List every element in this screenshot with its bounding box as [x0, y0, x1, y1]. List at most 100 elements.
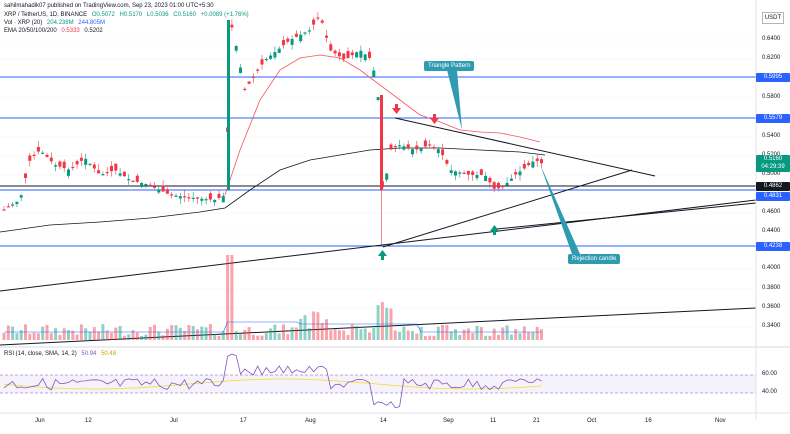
triangle-lower-line[interactable]: [382, 169, 633, 248]
volume-bar: [221, 331, 225, 340]
candle: [359, 50, 363, 58]
currency-button[interactable]: USDT: [762, 12, 784, 24]
candles[interactable]: [2, 12, 544, 245]
candle: [290, 38, 294, 45]
volume-bar: [84, 328, 88, 340]
candle: [320, 20, 324, 23]
candle: [41, 152, 45, 154]
ema-value-2: 0.5202: [84, 28, 103, 34]
volume-bar: [522, 326, 526, 340]
price-label: 0.4238: [756, 242, 790, 251]
candle: [114, 163, 118, 171]
candle: [458, 172, 462, 174]
price-label: 0.5160: [756, 155, 790, 164]
price-label: 0.5579: [756, 114, 790, 123]
candle: [389, 144, 393, 150]
volume-bar: [148, 326, 152, 340]
candle: [527, 162, 531, 166]
candle: [127, 179, 131, 181]
candle: [62, 161, 66, 169]
ema-label[interactable]: EMA 20/50/100/200: [4, 28, 57, 34]
volume-ma-line: [4, 321, 542, 333]
volume-bar: [402, 326, 406, 340]
volume-bar: [320, 322, 324, 340]
rsi-label[interactable]: RSI (14, close, SMA, 14, 2): [4, 351, 77, 357]
candle: [204, 199, 208, 201]
volume-bar: [170, 325, 174, 340]
candle: [131, 180, 135, 182]
candle: [355, 52, 359, 58]
volume-bar: [449, 331, 453, 340]
candle: [329, 44, 333, 51]
volume-bar: [505, 325, 509, 340]
grid: [0, 39, 756, 328]
rejection-annotation-pointer: [540, 164, 580, 254]
rsi-ma-line: [3, 378, 542, 390]
candle: [165, 189, 169, 194]
author-line: sahilmahadik07 published on TradingView.…: [4, 3, 214, 9]
volume-bar: [466, 328, 470, 340]
volume-label[interactable]: Vol · XRP (20): [4, 20, 43, 26]
volume-bar: [329, 330, 333, 340]
candle: [518, 171, 522, 176]
symbol-name[interactable]: XRP / TetherUS, 1D, BINANCE: [4, 12, 88, 18]
time-tick: 14: [380, 418, 387, 424]
arrow-down-icon: [392, 104, 401, 114]
volume-bar: [303, 315, 307, 340]
candle: [191, 197, 195, 199]
volume-bar: [514, 329, 518, 340]
rejection-candle-label[interactable]: Rejection candle: [568, 254, 621, 264]
candle: [471, 171, 475, 175]
candle: [411, 149, 414, 155]
candle: [316, 17, 320, 19]
volume-bar: [153, 324, 156, 340]
ema-slow-line: [0, 147, 546, 233]
candle: [260, 59, 264, 65]
candle: [454, 171, 457, 176]
volume-bar: [49, 333, 53, 340]
ohlc-change: +0.0089 (+1.76%): [200, 12, 249, 18]
trendline-volume[interactable]: [0, 307, 757, 346]
candle: [462, 172, 466, 174]
volume-bar: [518, 333, 522, 340]
candle: [49, 157, 53, 162]
price-tick: 0.5400: [762, 133, 781, 139]
volume-bar: [239, 334, 242, 340]
candle: [247, 81, 251, 84]
volume-bar: [75, 334, 79, 340]
volume-bar: [299, 318, 303, 340]
volume-bar: [213, 333, 217, 340]
price-tick: 0.3600: [762, 304, 781, 310]
candle: [58, 161, 62, 167]
candle: [294, 33, 298, 37]
time-tick: 17: [240, 418, 247, 424]
ohlc-low: L0.5036: [146, 12, 169, 18]
volume-bar: [540, 329, 543, 340]
candle: [419, 147, 423, 152]
volume-bar: [333, 329, 337, 340]
triangle-upper-line[interactable]: [394, 117, 656, 177]
candle: [402, 146, 406, 150]
volume-bar: [475, 325, 479, 340]
candle: [36, 146, 40, 152]
volume-bar: [509, 334, 513, 340]
triangle-pattern-label[interactable]: Triangle Pattern: [424, 61, 475, 71]
price-tick: 0.4000: [762, 265, 781, 271]
candle: [161, 185, 165, 192]
volume-bar: [376, 305, 380, 340]
candle: [97, 170, 101, 174]
support-line[interactable]: [496, 202, 757, 230]
volume-value-1: 204.238M: [46, 20, 74, 26]
volume-bar: [436, 326, 440, 340]
volume-bar: [312, 311, 316, 340]
candle: [514, 172, 518, 175]
volume-bar: [415, 333, 419, 340]
volume-bar: [226, 255, 230, 340]
candle: [475, 175, 479, 179]
volume-bar: [71, 330, 75, 340]
volume-bar: [355, 325, 359, 340]
volume-bar: [497, 334, 500, 340]
time-tick: Oct: [587, 418, 597, 424]
